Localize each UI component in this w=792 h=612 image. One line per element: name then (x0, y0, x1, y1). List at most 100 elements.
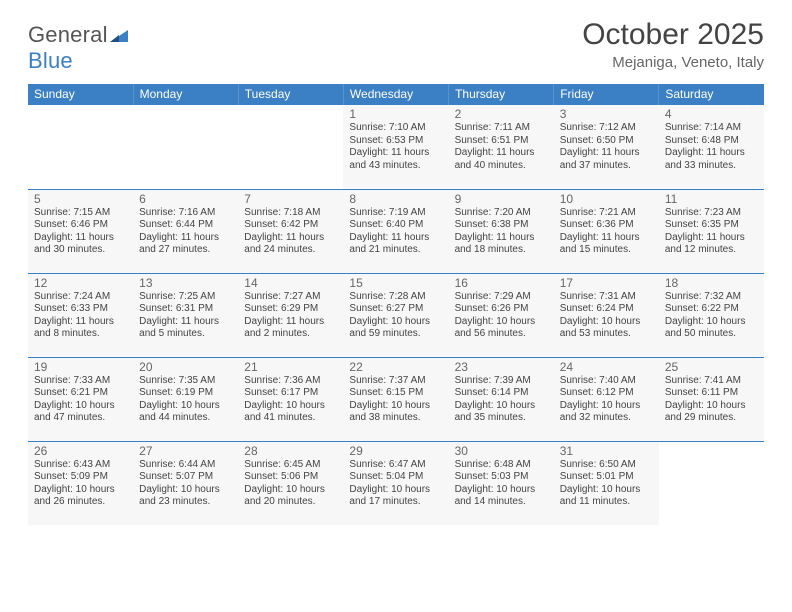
day2-text: and 43 minutes. (349, 160, 444, 173)
day2-text: and 17 minutes. (349, 496, 444, 509)
sunrise-text: Sunrise: 7:11 AM (455, 122, 550, 135)
day-number: 17 (560, 276, 655, 290)
calendar-cell: 16Sunrise: 7:29 AMSunset: 6:26 PMDayligh… (449, 273, 554, 357)
day-number: 11 (665, 192, 760, 206)
day1-text: Daylight: 10 hours (560, 484, 655, 497)
sunrise-text: Sunrise: 6:50 AM (560, 459, 655, 472)
sunset-text: Sunset: 6:35 PM (665, 219, 760, 232)
day-cell: 3Sunrise: 7:12 AMSunset: 6:50 PMDaylight… (554, 105, 659, 189)
day-number: 24 (560, 360, 655, 374)
sunset-text: Sunset: 6:24 PM (560, 303, 655, 316)
calendar-cell: 21Sunrise: 7:36 AMSunset: 6:17 PMDayligh… (238, 357, 343, 441)
day-cell: 2Sunrise: 7:11 AMSunset: 6:51 PMDaylight… (449, 105, 554, 189)
day2-text: and 23 minutes. (139, 496, 234, 509)
sunset-text: Sunset: 5:03 PM (455, 471, 550, 484)
topbar: General Blue October 2025 Mejaniga, Vene… (28, 18, 764, 74)
day-number: 4 (665, 107, 760, 121)
calendar-cell: 20Sunrise: 7:35 AMSunset: 6:19 PMDayligh… (133, 357, 238, 441)
day1-text: Daylight: 10 hours (665, 400, 760, 413)
calendar-cell: 6Sunrise: 7:16 AMSunset: 6:44 PMDaylight… (133, 189, 238, 273)
day1-text: Daylight: 10 hours (34, 484, 129, 497)
day-number: 13 (139, 276, 234, 290)
day1-text: Daylight: 11 hours (349, 147, 444, 160)
day1-text: Daylight: 11 hours (244, 232, 339, 245)
sunset-text: Sunset: 6:29 PM (244, 303, 339, 316)
day2-text: and 59 minutes. (349, 328, 444, 341)
sunrise-text: Sunrise: 7:39 AM (455, 375, 550, 388)
day-cell: 4Sunrise: 7:14 AMSunset: 6:48 PMDaylight… (659, 105, 764, 189)
day2-text: and 35 minutes. (455, 412, 550, 425)
day-cell: 20Sunrise: 7:35 AMSunset: 6:19 PMDayligh… (133, 358, 238, 441)
day1-text: Daylight: 10 hours (455, 400, 550, 413)
sunrise-text: Sunrise: 7:23 AM (665, 207, 760, 220)
day-cell: 29Sunrise: 6:47 AMSunset: 5:04 PMDayligh… (343, 442, 448, 526)
sunrise-text: Sunrise: 7:18 AM (244, 207, 339, 220)
day2-text: and 12 minutes. (665, 244, 760, 257)
calendar-cell: 18Sunrise: 7:32 AMSunset: 6:22 PMDayligh… (659, 273, 764, 357)
location: Mejaniga, Veneto, Italy (582, 54, 764, 71)
day-header-row: SundayMondayTuesdayWednesdayThursdayFrid… (28, 84, 764, 105)
calendar-week: 1Sunrise: 7:10 AMSunset: 6:53 PMDaylight… (28, 105, 764, 189)
day-number: 14 (244, 276, 339, 290)
day-number: 19 (34, 360, 129, 374)
calendar-cell: 25Sunrise: 7:41 AMSunset: 6:11 PMDayligh… (659, 357, 764, 441)
day-header: Thursday (449, 84, 554, 105)
day1-text: Daylight: 11 hours (349, 232, 444, 245)
day-number: 25 (665, 360, 760, 374)
day-number: 15 (349, 276, 444, 290)
sunset-text: Sunset: 6:21 PM (34, 387, 129, 400)
sunrise-text: Sunrise: 7:12 AM (560, 122, 655, 135)
sunrise-text: Sunrise: 7:35 AM (139, 375, 234, 388)
sunrise-text: Sunrise: 7:25 AM (139, 291, 234, 304)
day-cell: 18Sunrise: 7:32 AMSunset: 6:22 PMDayligh… (659, 274, 764, 357)
sunset-text: Sunset: 6:53 PM (349, 135, 444, 148)
day-cell: 19Sunrise: 7:33 AMSunset: 6:21 PMDayligh… (28, 358, 133, 441)
title-block: October 2025 Mejaniga, Veneto, Italy (582, 18, 764, 71)
day1-text: Daylight: 10 hours (560, 316, 655, 329)
sunrise-text: Sunrise: 7:32 AM (665, 291, 760, 304)
day1-text: Daylight: 10 hours (349, 400, 444, 413)
calendar-page: General Blue October 2025 Mejaniga, Vene… (0, 0, 792, 612)
day2-text: and 56 minutes. (455, 328, 550, 341)
day2-text: and 44 minutes. (139, 412, 234, 425)
day1-text: Daylight: 10 hours (244, 400, 339, 413)
day-header: Saturday (659, 84, 764, 105)
day-number: 18 (665, 276, 760, 290)
calendar-cell: 26Sunrise: 6:43 AMSunset: 5:09 PMDayligh… (28, 441, 133, 525)
day1-text: Daylight: 10 hours (34, 400, 129, 413)
day1-text: Daylight: 10 hours (455, 316, 550, 329)
calendar-week: 19Sunrise: 7:33 AMSunset: 6:21 PMDayligh… (28, 357, 764, 441)
sunset-text: Sunset: 5:06 PM (244, 471, 339, 484)
day2-text: and 53 minutes. (560, 328, 655, 341)
day1-text: Daylight: 10 hours (665, 316, 760, 329)
day-cell: 23Sunrise: 7:39 AMSunset: 6:14 PMDayligh… (449, 358, 554, 441)
sunset-text: Sunset: 6:12 PM (560, 387, 655, 400)
day2-text: and 32 minutes. (560, 412, 655, 425)
day-cell: 25Sunrise: 7:41 AMSunset: 6:11 PMDayligh… (659, 358, 764, 441)
day2-text: and 40 minutes. (455, 160, 550, 173)
day-header: Tuesday (238, 84, 343, 105)
day2-text: and 15 minutes. (560, 244, 655, 257)
calendar-cell: 29Sunrise: 6:47 AMSunset: 5:04 PMDayligh… (343, 441, 448, 525)
calendar-cell: 14Sunrise: 7:27 AMSunset: 6:29 PMDayligh… (238, 273, 343, 357)
day-number: 30 (455, 444, 550, 458)
sunrise-text: Sunrise: 6:48 AM (455, 459, 550, 472)
day-cell: 17Sunrise: 7:31 AMSunset: 6:24 PMDayligh… (554, 274, 659, 357)
day-cell: 1Sunrise: 7:10 AMSunset: 6:53 PMDaylight… (343, 105, 448, 189)
day2-text: and 33 minutes. (665, 160, 760, 173)
sunset-text: Sunset: 6:15 PM (349, 387, 444, 400)
sunset-text: Sunset: 6:51 PM (455, 135, 550, 148)
day-cell: 9Sunrise: 7:20 AMSunset: 6:38 PMDaylight… (449, 190, 554, 273)
day-cell: 10Sunrise: 7:21 AMSunset: 6:36 PMDayligh… (554, 190, 659, 273)
day-number: 28 (244, 444, 339, 458)
sunrise-text: Sunrise: 7:28 AM (349, 291, 444, 304)
day-number: 29 (349, 444, 444, 458)
calendar-cell: 1Sunrise: 7:10 AMSunset: 6:53 PMDaylight… (343, 105, 448, 189)
calendar-cell: 11Sunrise: 7:23 AMSunset: 6:35 PMDayligh… (659, 189, 764, 273)
sunset-text: Sunset: 6:36 PM (560, 219, 655, 232)
day1-text: Daylight: 11 hours (139, 232, 234, 245)
sunrise-text: Sunrise: 7:31 AM (560, 291, 655, 304)
day1-text: Daylight: 11 hours (34, 232, 129, 245)
day-cell: 28Sunrise: 6:45 AMSunset: 5:06 PMDayligh… (238, 442, 343, 526)
month-title: October 2025 (582, 18, 764, 52)
